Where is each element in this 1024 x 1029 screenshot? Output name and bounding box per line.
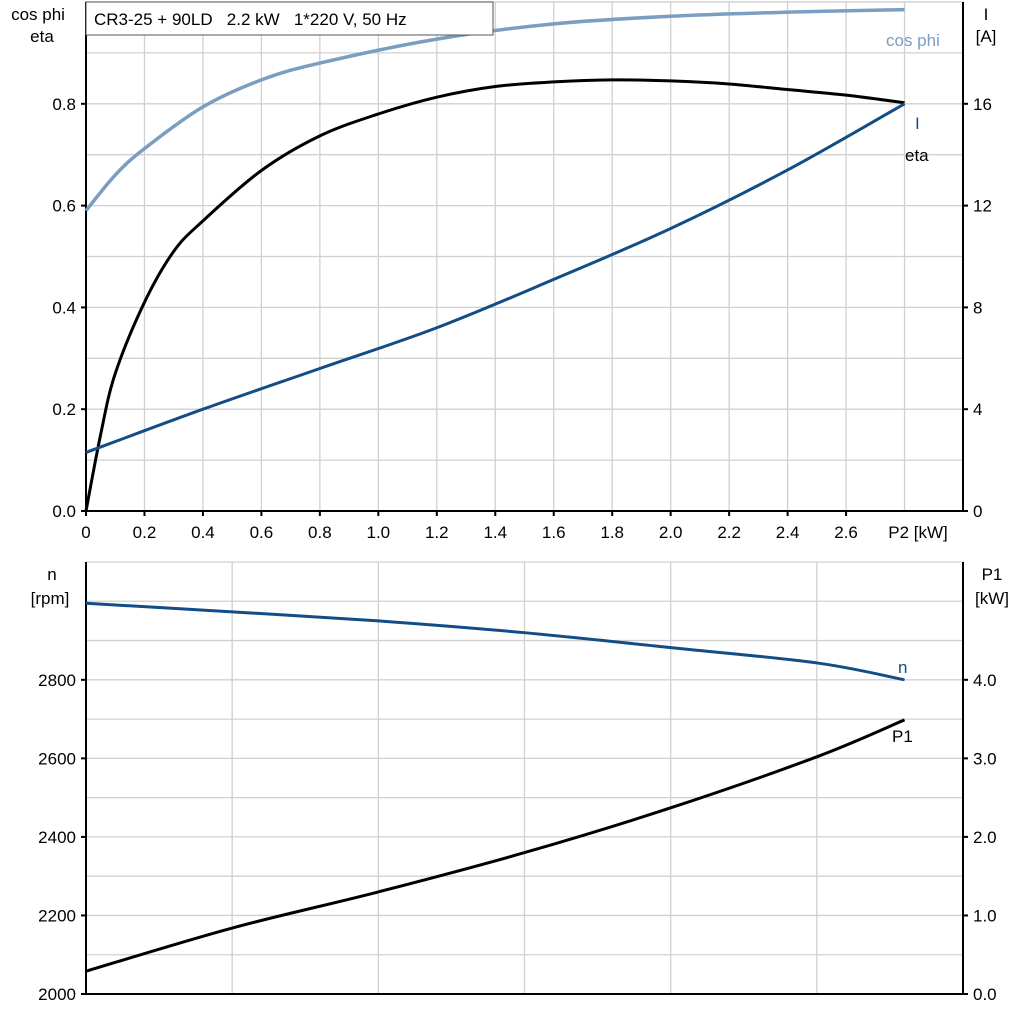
title-box: [85, 1, 494, 36]
right-tick-label: 1.0: [973, 906, 997, 925]
top-right-axis-label-2: [A]: [976, 27, 997, 46]
left-tick-label: 2600: [38, 749, 76, 768]
right-tick-label: 16: [973, 95, 992, 114]
bottom-left-axis-label-1: n: [47, 565, 56, 584]
current-curve-label: I: [915, 114, 920, 133]
x-tick-label: 0.4: [191, 523, 215, 542]
speed-curve: [85, 601, 905, 682]
bottom-left-axis-label-2: [rpm]: [31, 589, 70, 608]
right-tick-label: 3.0: [973, 749, 997, 768]
cos-phi-curve-label: cos phi: [886, 31, 940, 50]
right-tick-label: 8: [973, 298, 982, 317]
top-left-axis-label-1: cos phi: [11, 5, 65, 24]
x-tick-label: 1.0: [367, 523, 391, 542]
x-tick-label: 1.6: [542, 523, 566, 542]
right-tick-label: 2.0: [973, 828, 997, 847]
right-tick-label: 0: [973, 502, 982, 521]
x-tick-label: 2.4: [776, 523, 800, 542]
eta-curve-label: eta: [905, 146, 929, 165]
x-tick-label: 2.2: [717, 523, 741, 542]
x-tick-label: 1.4: [483, 523, 507, 542]
x-tick-label: 1.8: [600, 523, 624, 542]
x-tick-label: 0.8: [308, 523, 332, 542]
right-tick-label: 12: [973, 197, 992, 216]
eta-curve: [84, 78, 905, 512]
x-tick-label: 2.6: [834, 523, 858, 542]
right-tick-label: 0.0: [973, 985, 997, 1004]
bottom-plot-grid: [85, 561, 964, 995]
bottom-right-axis-label-1: P1: [982, 565, 1003, 584]
left-tick-label: 0.8: [52, 95, 76, 114]
left-tick-label: 0.0: [52, 502, 76, 521]
top-plot-grid: [85, 1, 964, 512]
left-tick-label: 2400: [38, 828, 76, 847]
p1-curve: [85, 718, 906, 973]
x-tick-label: 2.0: [659, 523, 683, 542]
right-tick-label: 4: [973, 400, 982, 419]
left-tick-label: 0.2: [52, 400, 76, 419]
right-tick-label: 4.0: [973, 671, 997, 690]
left-tick-label: 2000: [38, 985, 76, 1004]
chart-title: CR3-25 + 90LD 2.2 kW 1*220 V, 50 Hz: [94, 10, 407, 29]
x-tick-label: 0.6: [250, 523, 274, 542]
cos-phi-curve: [84, 7, 905, 212]
x-tick-label: 1.2: [425, 523, 449, 542]
left-tick-label: 2800: [38, 671, 76, 690]
x-axis-label: P2 [kW]: [888, 523, 948, 542]
left-tick-label: 2200: [38, 906, 76, 925]
curves: [84, 7, 906, 973]
tick-labels: 0.0 0.2 0.4 0.6 0.8 0 4 8 12 16 2000 2200 2400 2600 28…: [38, 95, 996, 1004]
bottom-right-axis-label-2: [kW]: [975, 589, 1009, 608]
x-tick-label: 0.2: [133, 523, 157, 542]
left-tick-label: 0.6: [52, 197, 76, 216]
left-tick-label: 0.4: [52, 298, 76, 317]
top-left-axis-label-2: eta: [30, 27, 54, 46]
top-right-axis-label-1: I: [984, 5, 989, 24]
p1-curve-label: P1: [892, 727, 913, 746]
speed-curve-label: n: [898, 658, 907, 677]
x-tick-label: 0: [81, 523, 90, 542]
current-curve: [85, 102, 906, 454]
